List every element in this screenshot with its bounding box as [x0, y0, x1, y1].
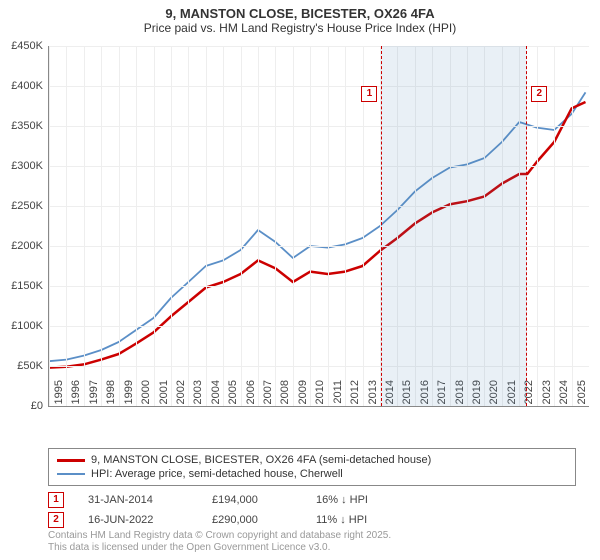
attribution-footer: Contains HM Land Registry data © Crown c… [48, 530, 391, 554]
gridline-vertical [154, 46, 155, 406]
gridline-vertical [136, 46, 137, 406]
x-axis-label: 2012 [349, 380, 361, 410]
gridline-vertical [206, 46, 207, 406]
x-axis-label: 2006 [245, 380, 257, 410]
x-axis-label: 2010 [314, 380, 326, 410]
row-marker-icon: 2 [48, 512, 64, 528]
y-axis-label: £0 [0, 400, 43, 412]
x-axis-label: 2009 [297, 380, 309, 410]
legend-item-price-paid: 9, MANSTON CLOSE, BICESTER, OX26 4FA (se… [57, 453, 567, 467]
title-subtitle: Price paid vs. HM Land Registry's House … [0, 21, 600, 35]
x-axis-label: 1999 [123, 380, 135, 410]
row-marker-icon: 1 [48, 492, 64, 508]
sale-date: 16-JUN-2022 [88, 514, 188, 526]
gridline-vertical [241, 46, 242, 406]
gridline-vertical [275, 46, 276, 406]
gridline-vertical [49, 46, 50, 406]
chart-marker: 1 [361, 86, 377, 102]
legend: 9, MANSTON CLOSE, BICESTER, OX26 4FA (se… [48, 448, 576, 486]
table-row: 1 31-JAN-2014 £194,000 16% ↓ HPI [48, 490, 368, 510]
x-axis-label: 2001 [158, 380, 170, 410]
sale-price: £194,000 [212, 494, 292, 506]
x-axis-label: 1995 [53, 380, 65, 410]
x-axis-label: 2002 [175, 380, 187, 410]
x-axis-label: 1998 [105, 380, 117, 410]
gridline-vertical [554, 46, 555, 406]
chart-marker: 2 [531, 86, 547, 102]
y-axis-label: £50K [0, 360, 43, 372]
x-axis-label: 2000 [140, 380, 152, 410]
sale-delta: 16% ↓ HPI [316, 494, 368, 506]
legend-swatch-hpi [57, 473, 85, 475]
gridline-vertical [223, 46, 224, 406]
y-axis-label: £150K [0, 280, 43, 292]
legend-item-hpi: HPI: Average price, semi-detached house,… [57, 467, 567, 481]
legend-label-price-paid: 9, MANSTON CLOSE, BICESTER, OX26 4FA (se… [91, 454, 431, 466]
gridline-vertical [171, 46, 172, 406]
gridline-vertical [66, 46, 67, 406]
y-axis-label: £200K [0, 240, 43, 252]
legend-swatch-price-paid [57, 459, 85, 462]
gridline-vertical [119, 46, 120, 406]
gridline-vertical [328, 46, 329, 406]
chart-title: 9, MANSTON CLOSE, BICESTER, OX26 4FA Pri… [0, 0, 600, 37]
x-axis-label: 1996 [70, 380, 82, 410]
y-axis-label: £250K [0, 200, 43, 212]
line-chart: £0£50K£100K£150K£200K£250K£300K£350K£400… [48, 46, 589, 407]
y-axis-label: £300K [0, 160, 43, 172]
shaded-region [381, 46, 527, 406]
gridline-vertical [310, 46, 311, 406]
x-axis-label: 2005 [227, 380, 239, 410]
legend-label-hpi: HPI: Average price, semi-detached house,… [91, 468, 343, 480]
gridline-vertical [345, 46, 346, 406]
footer-line-2: This data is licensed under the Open Gov… [48, 542, 391, 554]
gridline-vertical [84, 46, 85, 406]
x-axis-label: 2004 [210, 380, 222, 410]
sale-price: £290,000 [212, 514, 292, 526]
x-axis-label: 2013 [367, 380, 379, 410]
sale-delta: 11% ↓ HPI [316, 514, 367, 526]
gridline-vertical [258, 46, 259, 406]
gridline-vertical [572, 46, 573, 406]
gridline-vertical [101, 46, 102, 406]
x-axis-label: 2003 [192, 380, 204, 410]
x-axis-label: 1997 [88, 380, 100, 410]
y-axis-label: £350K [0, 120, 43, 132]
footer-line-1: Contains HM Land Registry data © Crown c… [48, 530, 391, 542]
gridline-vertical [293, 46, 294, 406]
table-row: 2 16-JUN-2022 £290,000 11% ↓ HPI [48, 510, 368, 530]
x-axis-label: 2025 [576, 380, 588, 410]
x-axis-label: 2011 [332, 380, 344, 410]
sales-table: 1 31-JAN-2014 £194,000 16% ↓ HPI 2 16-JU… [48, 490, 368, 530]
x-axis-label: 2008 [279, 380, 291, 410]
x-axis-label: 2024 [558, 380, 570, 410]
title-address: 9, MANSTON CLOSE, BICESTER, OX26 4FA [0, 6, 600, 21]
x-axis-label: 2023 [541, 380, 553, 410]
gridline-vertical [188, 46, 189, 406]
sale-date: 31-JAN-2014 [88, 494, 188, 506]
y-axis-label: £450K [0, 40, 43, 52]
y-axis-label: £100K [0, 320, 43, 332]
y-axis-label: £400K [0, 80, 43, 92]
x-axis-label: 2007 [262, 380, 274, 410]
